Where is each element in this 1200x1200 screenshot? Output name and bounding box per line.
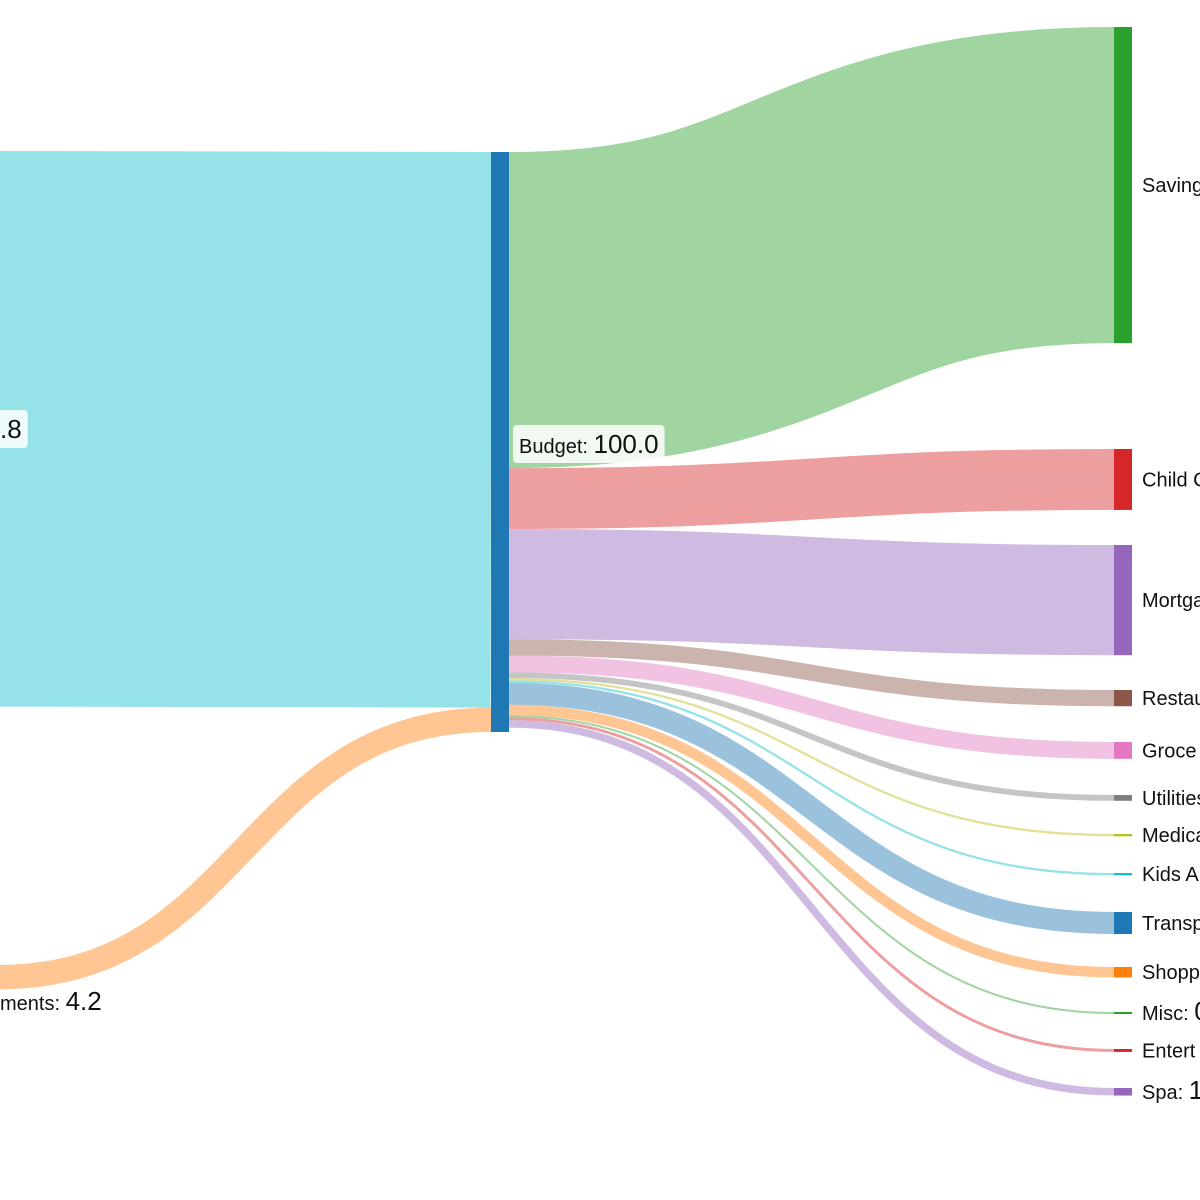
link-budget-savings[interactable] bbox=[507, 27, 1116, 469]
label-text-shopping: Shopp bbox=[1142, 962, 1200, 984]
label-shopping: Shopp bbox=[1142, 962, 1200, 984]
labels-layer: .8 ments: 4.2 Budget: 100.0 Saving Child C Mo… bbox=[0, 175, 1200, 1105]
label-name-mortgage: Mortga bbox=[1142, 590, 1200, 612]
node-budget[interactable] bbox=[491, 152, 509, 732]
label-bg-salary bbox=[0, 410, 28, 448]
node-restaurants[interactable] bbox=[1114, 690, 1132, 707]
node-entertain[interactable] bbox=[1114, 1049, 1132, 1052]
link-budget-childcare[interactable] bbox=[508, 449, 1115, 529]
label-bg-budget bbox=[513, 425, 665, 463]
links-layer bbox=[0, 27, 1116, 1096]
label-name-medical: Medica bbox=[1142, 825, 1200, 847]
node-kids[interactable] bbox=[1114, 873, 1132, 876]
link-salary-budget[interactable] bbox=[0, 151, 492, 708]
link-budget-entertain[interactable] bbox=[508, 717, 1115, 1052]
label-text-spa: Spa: 1 bbox=[1142, 1075, 1200, 1105]
node-transport[interactable] bbox=[1114, 912, 1132, 935]
label-utilities: Utilities bbox=[1142, 788, 1200, 810]
nodes-layer bbox=[491, 27, 1132, 1096]
link-budget-mortgage[interactable] bbox=[508, 529, 1115, 656]
label-value-salary: .8 bbox=[0, 414, 22, 444]
link-budget-restaurants[interactable] bbox=[508, 639, 1115, 707]
node-misc[interactable] bbox=[1114, 1012, 1132, 1014]
link-budget-misc[interactable] bbox=[508, 715, 1115, 1014]
link-budget-groceries[interactable] bbox=[508, 655, 1115, 759]
label-medical: Medica bbox=[1142, 825, 1200, 847]
label-text-misc: Misc: 0 bbox=[1142, 996, 1200, 1026]
link-budget-medical[interactable] bbox=[508, 678, 1115, 837]
label-salary: .8 bbox=[0, 410, 28, 448]
label-name-misc: Misc: bbox=[1142, 1003, 1194, 1025]
label-text-transport: Transp bbox=[1142, 913, 1200, 935]
node-savings[interactable] bbox=[1114, 27, 1132, 344]
label-value-investments: 4.2 bbox=[66, 986, 102, 1016]
label-savings: Saving bbox=[1142, 175, 1200, 197]
label-text-savings: Saving bbox=[1142, 175, 1200, 197]
node-childcare[interactable] bbox=[1114, 449, 1132, 510]
label-text-medical: Medica bbox=[1142, 825, 1200, 847]
label-text-childcare: Child C bbox=[1142, 469, 1200, 491]
label-name-transport: Transp bbox=[1142, 913, 1200, 935]
label-name-entertain: Entert bbox=[1142, 1040, 1196, 1062]
label-text-restaurants: Restau bbox=[1142, 688, 1200, 710]
node-utilities[interactable] bbox=[1114, 795, 1132, 801]
label-name-kids: Kids A bbox=[1142, 864, 1199, 886]
label-value-budget: 100.0 bbox=[594, 429, 659, 459]
label-name-spa: Spa: bbox=[1142, 1082, 1189, 1104]
link-budget-shopping[interactable] bbox=[508, 704, 1115, 978]
label-childcare: Child C bbox=[1142, 469, 1200, 491]
label-text-budget: Budget: 100.0 bbox=[519, 429, 659, 459]
label-text-investments: ments: 4.2 bbox=[0, 986, 102, 1016]
node-shopping[interactable] bbox=[1114, 967, 1132, 978]
label-groceries: Groce bbox=[1142, 740, 1196, 762]
link-investments-budget[interactable] bbox=[0, 707, 492, 990]
node-spa[interactable] bbox=[1114, 1088, 1132, 1096]
label-text-kids: Kids A bbox=[1142, 864, 1199, 886]
label-budget: Budget: 100.0 bbox=[513, 425, 665, 463]
label-misc: Misc: 0 bbox=[1142, 996, 1200, 1026]
label-transport: Transp bbox=[1142, 913, 1200, 935]
label-restaurants: Restau bbox=[1142, 688, 1200, 710]
link-budget-kids[interactable] bbox=[508, 680, 1115, 876]
label-entertain: Entert bbox=[1142, 1040, 1196, 1062]
link-budget-utilities[interactable] bbox=[508, 672, 1115, 801]
label-value-spa: 1 bbox=[1189, 1075, 1200, 1105]
label-name-savings: Saving bbox=[1142, 175, 1200, 197]
label-name-utilities: Utilities bbox=[1142, 788, 1200, 810]
label-spa: Spa: 1 bbox=[1142, 1075, 1200, 1105]
label-investments: ments: 4.2 bbox=[0, 986, 102, 1016]
link-budget-transport[interactable] bbox=[508, 682, 1115, 935]
label-name-budget: Budget: bbox=[519, 436, 594, 458]
label-text-utilities: Utilities bbox=[1142, 788, 1200, 810]
node-medical[interactable] bbox=[1114, 834, 1132, 837]
label-name-childcare: Child C bbox=[1142, 469, 1200, 491]
label-text-salary: .8 bbox=[0, 414, 22, 444]
label-name-restaurants: Restau bbox=[1142, 688, 1200, 710]
node-mortgage[interactable] bbox=[1114, 545, 1132, 656]
label-name-shopping: Shopp bbox=[1142, 962, 1200, 984]
label-mortgage: Mortga bbox=[1142, 590, 1200, 612]
label-text-groceries: Groce bbox=[1142, 740, 1196, 762]
node-groceries[interactable] bbox=[1114, 742, 1132, 759]
label-text-mortgage: Mortga bbox=[1142, 590, 1200, 612]
label-value-misc: 0 bbox=[1194, 996, 1200, 1026]
label-name-groceries: Groce bbox=[1142, 740, 1196, 762]
label-kids: Kids A bbox=[1142, 864, 1199, 886]
label-text-entertain: Entert bbox=[1142, 1040, 1196, 1062]
label-name-investments: ments: bbox=[0, 993, 66, 1015]
link-budget-spa[interactable] bbox=[508, 720, 1115, 1096]
